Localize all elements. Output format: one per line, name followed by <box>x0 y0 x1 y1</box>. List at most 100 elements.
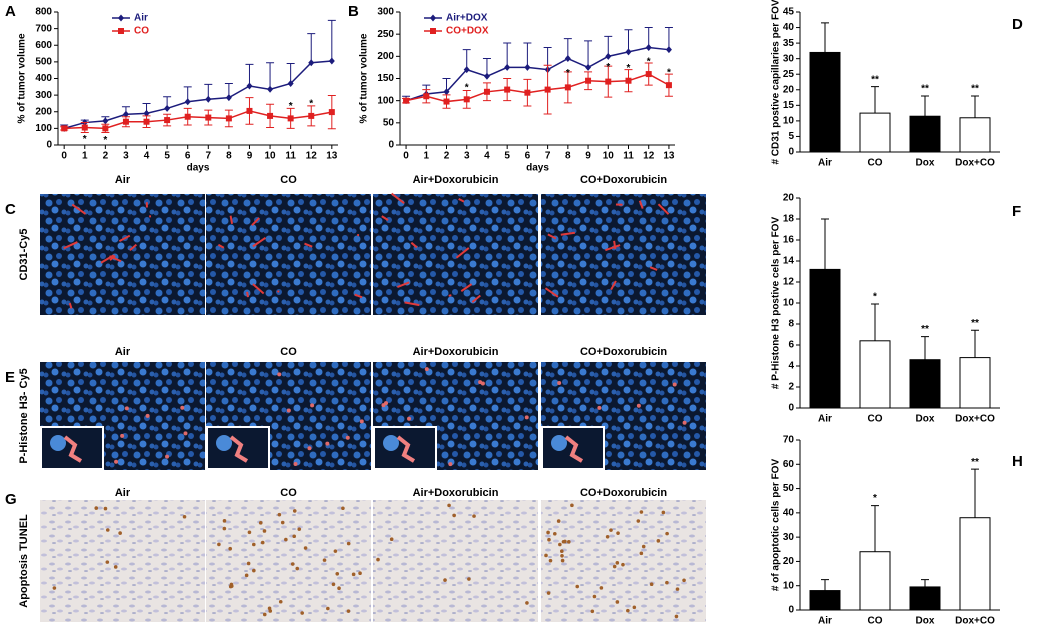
stain <box>546 591 551 595</box>
x-tick-label: 5 <box>504 151 510 162</box>
vessel <box>109 254 116 261</box>
y-tick-label: 50 <box>783 483 795 494</box>
marker <box>205 95 212 103</box>
stain <box>639 510 644 514</box>
legend-marker <box>118 28 124 34</box>
column-header: CO+Doxorubicin <box>580 487 667 499</box>
marker <box>143 109 150 117</box>
bar <box>859 340 891 409</box>
x-tick-label: Dox+CO <box>955 414 995 425</box>
stain <box>114 459 119 464</box>
x-tick-label: Air <box>818 616 832 627</box>
stain <box>297 527 302 531</box>
stain <box>452 513 456 518</box>
error-bar <box>821 22 829 53</box>
stain <box>183 431 188 436</box>
y-tick-label: 40 <box>783 507 795 518</box>
marker <box>184 113 191 120</box>
error-bar <box>821 579 829 591</box>
marker <box>443 88 450 96</box>
x-tick-label: 10 <box>603 151 615 162</box>
marker <box>287 115 294 122</box>
vessel <box>246 291 249 298</box>
stain <box>546 530 550 535</box>
stain <box>612 564 617 569</box>
stain <box>480 381 485 386</box>
vessel <box>544 287 559 298</box>
marker <box>625 48 632 56</box>
x-axis-label: days <box>187 163 210 174</box>
inset-nucleus <box>551 435 567 451</box>
significance: ** <box>921 324 929 335</box>
marker <box>61 125 68 132</box>
bar <box>959 517 991 611</box>
significance: * <box>647 56 651 67</box>
stain <box>280 520 285 525</box>
bar <box>909 359 941 409</box>
stain <box>424 367 429 372</box>
stain <box>682 420 687 425</box>
vessel <box>547 233 557 240</box>
panel-letter: F <box>1012 203 1021 220</box>
y-tick-label: 20 <box>783 193 795 204</box>
stain <box>656 539 661 543</box>
error-bar <box>624 29 633 52</box>
vessel <box>410 241 418 249</box>
stain <box>303 546 308 550</box>
marker <box>423 93 430 100</box>
stain <box>337 586 341 591</box>
stain <box>252 568 256 573</box>
error-bar <box>664 27 673 50</box>
y-tick-label: 14 <box>783 256 795 267</box>
marker <box>524 63 531 71</box>
stain <box>524 415 529 420</box>
legend-marker <box>118 14 124 22</box>
stain <box>94 506 99 510</box>
x-tick-label: Air <box>818 158 832 169</box>
stain <box>278 599 283 604</box>
series-line <box>63 60 332 130</box>
column-header: CO+Doxorubicin <box>580 346 667 358</box>
stain <box>560 549 564 554</box>
stain <box>665 531 669 536</box>
stain <box>381 403 386 408</box>
x-tick-label: 11 <box>623 151 634 162</box>
stain <box>661 510 666 515</box>
y-axis-label: % of tumor volume <box>17 33 28 123</box>
y-tick-label: 800 <box>35 7 52 18</box>
x-tick-label: 6 <box>185 151 191 162</box>
stain <box>325 441 330 446</box>
x-tick-label: Dox <box>916 158 935 169</box>
panel-letter: D <box>1012 16 1023 33</box>
error-bar <box>821 218 829 270</box>
stain <box>277 512 282 517</box>
stain <box>229 582 234 587</box>
x-tick-label: 7 <box>206 151 212 162</box>
series-line <box>64 110 332 130</box>
marker <box>403 97 410 104</box>
stain <box>649 582 654 587</box>
column-header: Air+Doxorubicin <box>413 346 499 358</box>
marker <box>564 55 571 63</box>
x-tick-label: CO <box>868 158 883 169</box>
stain <box>247 530 252 535</box>
micrograph <box>40 194 205 315</box>
y-tick-label: 100 <box>35 123 52 134</box>
stain <box>626 608 630 613</box>
stain <box>290 562 295 566</box>
vessel <box>448 294 452 297</box>
significance: * <box>289 101 293 112</box>
stain <box>615 561 620 565</box>
y-tick-label: 30 <box>783 53 795 64</box>
vessel <box>229 215 234 225</box>
stain <box>228 546 233 551</box>
stain <box>222 519 227 523</box>
x-tick-label: CO <box>868 414 883 425</box>
micrograph <box>373 194 538 315</box>
column-header: CO <box>280 487 297 499</box>
y-tick-label: 15 <box>783 100 795 111</box>
vessel <box>276 290 280 293</box>
marker <box>564 84 571 91</box>
marker <box>102 125 109 132</box>
